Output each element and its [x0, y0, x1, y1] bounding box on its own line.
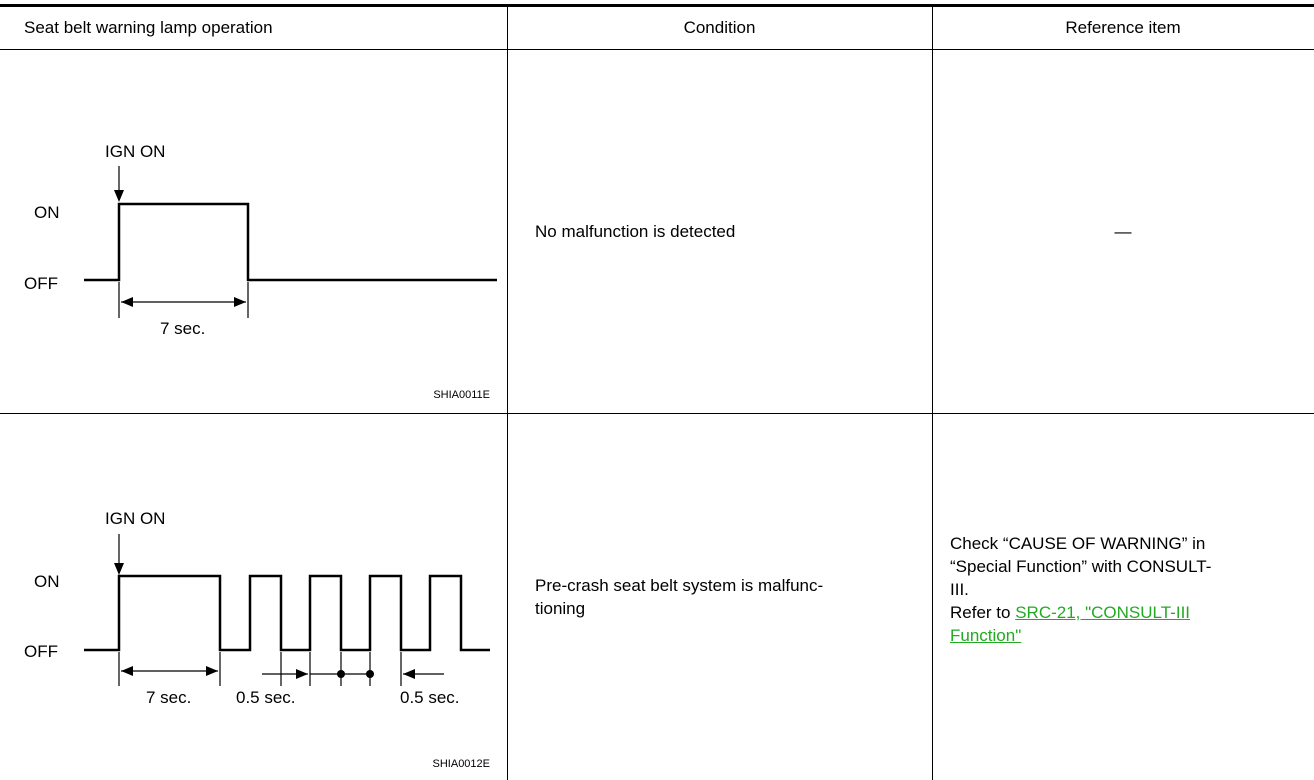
- column-divider-2: [932, 7, 933, 780]
- dimension-arrow-left-icon: [121, 297, 133, 307]
- lamp-signal-trace: [84, 574, 490, 652]
- pulse-duration-label-2: 0.5 sec.: [400, 688, 460, 707]
- condition-normal: No malfunction is detected: [535, 222, 736, 241]
- dimension-dot-icon: [337, 670, 345, 678]
- figure-id: SHIA0012E: [433, 758, 490, 770]
- dimension-arrow-right-icon: [206, 666, 218, 676]
- dimension-arrow-left-icon: [403, 669, 415, 679]
- row-divider: [0, 413, 1314, 414]
- ign-arrow-icon: [114, 190, 124, 202]
- reference-normal: —: [1114, 222, 1132, 241]
- lamp-signal-trace: [84, 202, 497, 282]
- consult-iii-function-link-cont[interactable]: Function": [950, 626, 1022, 645]
- duration-label: 7 sec.: [160, 319, 205, 338]
- column-divider-1: [507, 7, 508, 780]
- table-top-rule: [0, 4, 1314, 7]
- dimension-arrow-left-icon: [121, 666, 133, 676]
- ign-on-label: IGN ON: [105, 142, 165, 161]
- figure-id: SHIA0011E: [433, 389, 490, 401]
- on-level-label: ON: [34, 203, 60, 222]
- lamp-timing-diagram-normal: IGN ON ON OFF 7 sec. SHIA0011E: [24, 142, 497, 401]
- pulse-duration-label-1: 0.5 sec.: [236, 688, 296, 707]
- condition-line: Pre-crash seat belt system is malfunc-: [535, 576, 824, 595]
- refer-to-text: Refer to: [950, 603, 1016, 622]
- ign-on-label: IGN ON: [105, 509, 165, 528]
- lamp-timing-diagram-malfunction: IGN ON ON OFF 7 sec. 0.5 sec. 0.5 sec. S…: [24, 509, 490, 770]
- ign-arrow-icon: [114, 563, 124, 575]
- off-level-label: OFF: [24, 274, 58, 293]
- reference-malfunction: Check “CAUSE OF WARNING” in “Special Fun…: [950, 532, 1211, 647]
- off-level-label: OFF: [24, 642, 58, 661]
- reference-line: “Special Function” with CONSULT-: [950, 557, 1212, 576]
- header-operation: Seat belt warning lamp operation: [24, 18, 273, 37]
- header-condition: Condition: [683, 18, 756, 37]
- reference-line: III.: [950, 580, 969, 599]
- dimension-arrow-right-icon: [234, 297, 246, 307]
- dimension-arrow-right-icon: [296, 669, 308, 679]
- condition-malfunction: Pre-crash seat belt system is malfunc- t…: [535, 574, 823, 620]
- header-reference: Reference item: [1065, 18, 1181, 37]
- reference-line-with-link: Refer to SRC-21, "CONSULT-III: [950, 601, 1211, 624]
- condition-line: tioning: [535, 599, 586, 618]
- reference-line: Check “CAUSE OF WARNING” in: [950, 534, 1206, 553]
- duration-label: 7 sec.: [146, 688, 191, 707]
- dimension-dot-icon: [366, 670, 374, 678]
- on-level-label: ON: [34, 572, 60, 591]
- reference-link-continuation: Function": [950, 624, 1211, 647]
- header-divider: [0, 49, 1314, 50]
- consult-iii-function-link[interactable]: SRC-21, "CONSULT-III: [1015, 603, 1191, 622]
